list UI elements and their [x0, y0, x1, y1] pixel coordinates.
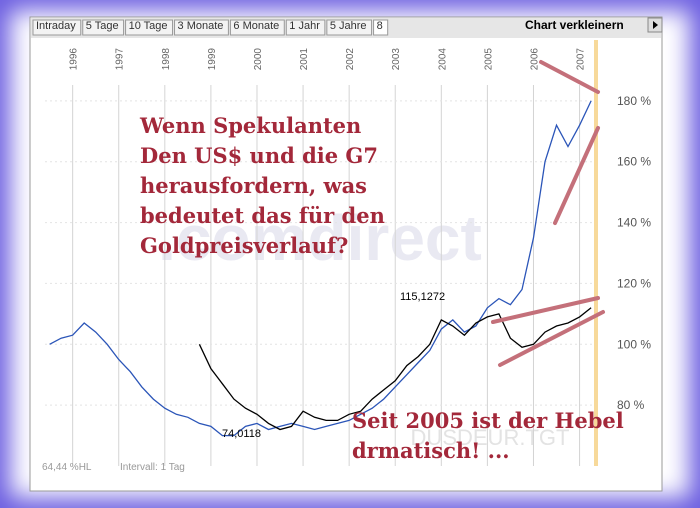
annotation: Goldpreisverlauf? — [140, 233, 348, 258]
x-tick-label: 1999 — [207, 48, 218, 71]
x-tick-label: 2004 — [437, 48, 448, 71]
symbol-watermark: DUSDEUR.TGT — [411, 425, 570, 450]
annotation: Wenn Spekulanten — [139, 113, 361, 138]
annotation: bedeutet das für den — [140, 203, 385, 228]
x-tick-label: 1996 — [69, 48, 80, 71]
tab-box[interactable] — [326, 19, 373, 36]
tab-box[interactable] — [32, 19, 82, 36]
x-tick-label: 1997 — [115, 48, 126, 71]
shrink-button[interactable]: Chart verkleinern — [525, 18, 624, 32]
x-tick-label: 2000 — [253, 48, 264, 71]
x-tick-label: 2006 — [529, 48, 540, 71]
tab[interactable]: 1 Jahr — [289, 20, 320, 32]
y-tick-label: 120 % — [617, 276, 651, 290]
annotation: drmatisch! ... — [352, 438, 510, 463]
tab-box[interactable] — [373, 19, 389, 36]
panel — [29, 16, 663, 492]
trend-lines — [491, 60, 605, 367]
arrow — [653, 21, 658, 29]
y-tick-label: 180 % — [617, 94, 651, 108]
y-tick-label: 100 % — [617, 337, 651, 351]
tab-box[interactable] — [82, 19, 125, 36]
tab[interactable]: 3 Monate — [178, 20, 224, 32]
series-line — [198, 307, 592, 431]
tab-box[interactable] — [285, 19, 326, 36]
x-tick-label: 2003 — [391, 48, 402, 71]
x-tick-label: 2001 — [299, 48, 310, 71]
footer-left: 64,44 %HL — [42, 462, 92, 473]
tab[interactable]: Intraday — [36, 20, 76, 32]
x-tick-label: 2005 — [483, 48, 494, 71]
watermark: .comdirect — [158, 202, 482, 274]
x-tick-label: 1998 — [161, 48, 172, 71]
annotation: Seit 2005 ist der Hebel — [352, 408, 624, 433]
lines — [49, 100, 592, 437]
tab-box[interactable] — [229, 19, 285, 36]
x-tick-label: 2002 — [345, 48, 356, 71]
grid: 1996 1997 1998 1999 2000 2001 2002 2003 2004 2005… — [45, 48, 651, 466]
tab[interactable]: 10 Tage — [129, 20, 168, 32]
point-label: 74,0118 — [222, 428, 261, 440]
tab[interactable]: 6 Monate — [233, 20, 279, 32]
x-tick-label: 2007 — [576, 48, 587, 71]
tabs: Intraday 5 Tage 10 Tage 3 Monate 6 Monate 1 J… — [32, 19, 389, 36]
annotation: herausfordern, was — [140, 173, 367, 198]
tab-box[interactable] — [174, 19, 229, 36]
point-label: 115,1272 — [400, 291, 445, 303]
y-tick-label: 160 % — [617, 155, 651, 169]
y-tick-label: 80 % — [617, 398, 645, 412]
tab[interactable]: 8 — [377, 20, 383, 32]
tab[interactable]: 5 Tage — [86, 20, 119, 32]
series-line — [49, 100, 592, 437]
footer-interval: Intervall: 1 Tag — [120, 462, 185, 473]
tab-box[interactable] — [125, 19, 174, 36]
annotation: Den US$ und die G7 — [140, 143, 378, 168]
y-tick-label: 140 % — [617, 216, 651, 230]
tab[interactable]: 5 Jahre — [330, 20, 367, 32]
